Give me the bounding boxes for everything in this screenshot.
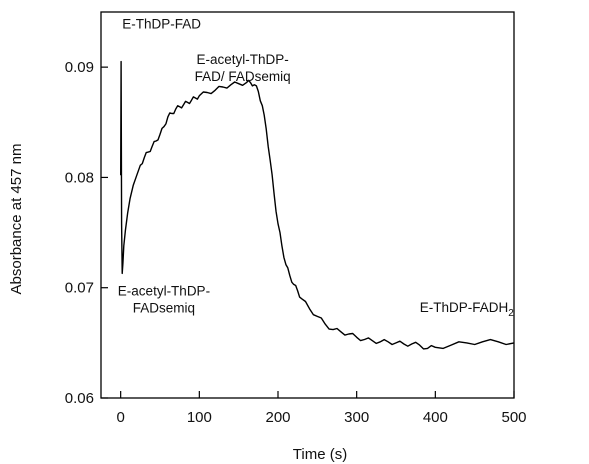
annotation-2: E-acetyl-ThDP- FAD/ FADsemiq [195, 52, 291, 84]
x-tick-label: 500 [501, 409, 526, 426]
annotation-line: E-ThDP-FADH [420, 300, 509, 315]
x-tick-label: 0 [116, 409, 124, 426]
x-tick-label: 300 [344, 409, 369, 426]
x-tick-label: 400 [423, 409, 448, 426]
series-line-1 [120, 60, 515, 350]
y-tick-label: 0.09 [65, 59, 94, 76]
annotation-line: FAD/ FADsemiq [195, 69, 291, 84]
plot-frame [100, 11, 515, 399]
annotation-line: E-ThDP-FAD [122, 17, 201, 32]
annotation-4: E-ThDP-FADH2 [420, 300, 515, 319]
y-tick-label: 0.07 [65, 280, 94, 297]
y-tick-label: 0.06 [65, 390, 94, 407]
x-axis-title: Time (s) [293, 446, 347, 463]
x-tick-label: 200 [265, 409, 290, 426]
annotation-1: E-ThDP-FAD [122, 17, 201, 32]
annotation-subscript: 2 [508, 308, 514, 319]
annotation-line: E-acetyl-ThDP- [196, 52, 288, 67]
annotation-line: FADsemiq [133, 300, 195, 315]
ticks-layer: 0 100 200 300 400 500 0.06 0.07 0.08 0.09 [65, 59, 527, 426]
y-tick-label: 0.08 [65, 169, 94, 186]
annotation-line: E-acetyl-ThDP- [118, 283, 210, 298]
data-layer [120, 60, 515, 350]
annotation-3: E-acetyl-ThDP- FADsemiq [118, 283, 210, 315]
plot-border [100, 11, 515, 399]
y-axis-title: Absorbance at 457 nm [8, 144, 25, 295]
x-tick-label: 100 [187, 409, 212, 426]
